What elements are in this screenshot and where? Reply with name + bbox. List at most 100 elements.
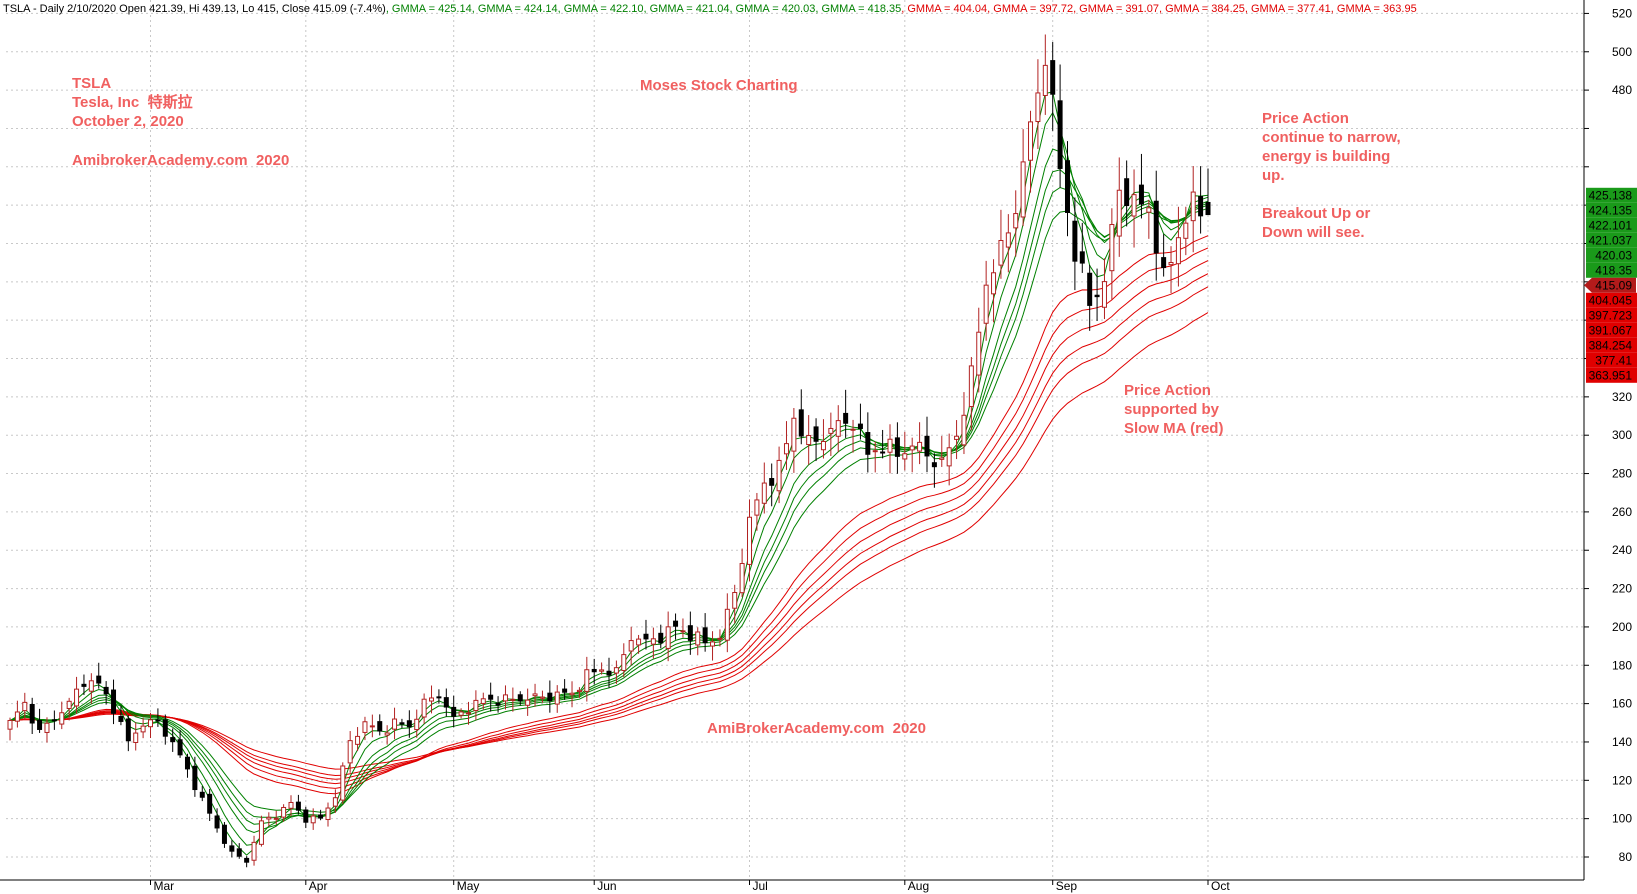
candle-body [133,732,139,743]
y-tick-label: 120 [1612,773,1632,787]
candle-body [295,801,301,811]
candle-body [872,450,878,453]
y-tick-label: 320 [1612,390,1632,404]
candle-body [44,722,50,733]
candle-body [658,632,664,644]
candle-body [1020,161,1026,218]
candle-body [14,711,20,722]
header-gmma-value: , GMMA = 363.95 [1331,3,1417,15]
gmma-slow-line [9,286,1209,777]
candle-body [244,857,250,863]
candle-body [199,791,205,798]
price-tags: 425.138424.135422.101421.037420.03418.35… [1584,187,1637,383]
candle-body [266,816,272,820]
candle-body [695,631,701,646]
candle-body [1190,191,1196,222]
candle-body [1013,213,1019,229]
header-gmma-value: , GMMA = 424.14 [472,3,558,15]
candle-body [1131,194,1137,217]
header-gmma-value: , GMMA = 397.72 [987,3,1073,15]
candle-body [207,793,213,814]
x-tick-label: Apr [309,879,328,893]
candle-body [1064,160,1070,213]
y-tick-label: 480 [1612,83,1632,97]
note-narrowing: Price Action continue to narrow, energy … [1262,110,1401,184]
price-tag-label: 425.138 [1589,188,1633,202]
candle-body [1005,232,1011,248]
candle-body [1161,257,1167,269]
candle-body [421,698,427,718]
x-tick-label: May [457,879,480,893]
candle-body [155,719,161,722]
candle-body [850,428,856,431]
candle-body [562,688,568,693]
candle-body [162,719,168,737]
candle-body [111,689,117,714]
candle-body [310,815,316,824]
gmma-slow-line [9,247,1209,789]
candle-body [1124,178,1130,207]
candle-body [835,420,841,437]
candle-body [22,701,28,712]
candle-body [857,423,863,430]
candle-body [1168,262,1174,266]
candle-body [798,409,804,437]
y-tick-label: 500 [1612,45,1632,59]
gmma-price-tag [1586,202,1637,218]
gmma-price-tag [1586,187,1637,203]
candle-body [894,437,900,457]
price-tag-label: 363.951 [1589,368,1633,382]
candle-body [806,435,812,446]
candle-body [1050,60,1056,95]
candle-body [761,482,767,504]
candle-body [917,441,923,452]
candle-body [547,692,553,702]
price-tag-label: 397.723 [1589,308,1633,322]
candle-body [1057,100,1063,169]
gmma-slow-line [9,260,1209,785]
candle-body [591,668,597,673]
candle-body [961,414,967,446]
candle-body [680,630,686,633]
candlesticks [7,34,1211,868]
candle-body [221,824,227,844]
note-breakout: Breakout Up or Down will see. [1262,205,1371,241]
candle-body [1028,121,1034,161]
close-price-tag [1584,277,1636,293]
candle-body [946,447,952,467]
candle-body [480,698,486,704]
candle-body [909,445,915,451]
gmma-slow-line [9,312,1209,770]
candle-body [369,725,375,728]
candle-body [406,720,412,728]
candle-body [392,718,398,730]
candle-body [502,694,508,702]
candle-body [355,735,361,745]
y-tick-label: 180 [1612,658,1632,672]
y-tick-label: 160 [1612,697,1632,711]
y-tick-label: 260 [1612,505,1632,519]
candle-body [384,732,390,736]
candle-body [991,272,997,295]
candle-body [532,693,538,697]
candle-body [783,443,789,455]
candle-body [902,453,908,460]
candle-body [673,620,679,627]
header-gmma-value: , GMMA = 422.10 [558,3,644,15]
candle-body [828,427,834,434]
candle-body [887,438,893,453]
candle-body [495,702,501,706]
header-gmma-value: , GMMA = 404.04 [901,3,987,15]
price-tag-label: 415.09 [1595,278,1632,292]
candle-body [865,432,871,455]
price-tag-label: 404.045 [1589,293,1633,307]
candle-body [347,740,353,764]
gmma-price-tag [1586,247,1637,263]
candle-body [665,626,671,649]
candle-body [1072,220,1078,262]
candle-body [74,688,80,707]
candle-body [177,739,183,756]
candle-body [747,516,753,565]
chart-header: TSLA - Daily 2/10/2020 Open 421.39, Hi 4… [3,3,1417,15]
